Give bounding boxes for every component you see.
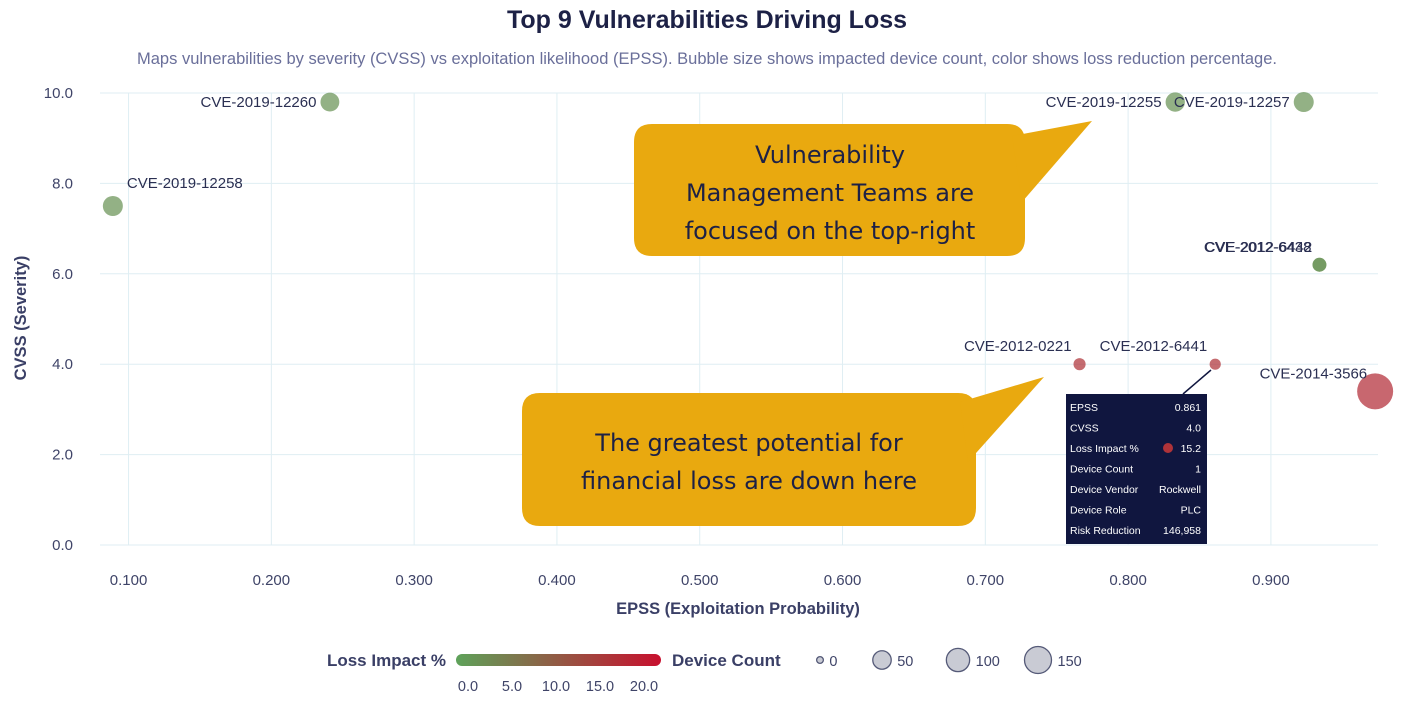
data-point xyxy=(1312,257,1327,272)
point-label: CVE-2019-12260 xyxy=(201,94,317,111)
y-tick-label: 0.0 xyxy=(52,537,73,554)
callout-top: Vulnerability Management Teams are focus… xyxy=(634,121,1092,256)
callout-bottom-line-1: The greatest potential for xyxy=(594,429,903,457)
data-point xyxy=(320,92,340,112)
data-point xyxy=(1209,358,1221,370)
x-axis-title: EPSS (Exploitation Probability) xyxy=(616,600,860,618)
tooltip-color-swatch xyxy=(1163,443,1173,453)
legend: Loss Impact % 0.0 5.0 10.0 15.0 20.0 Device … xyxy=(327,645,1082,695)
data-point xyxy=(1165,92,1185,112)
size-legend-bubble xyxy=(945,647,971,673)
x-tick-label: 0.300 xyxy=(395,572,433,589)
tooltip: EPSS 0.861 CVSS 4.0 Loss Impact % 15.2 Device … xyxy=(1066,369,1212,544)
color-legend-tick: 20.0 xyxy=(630,679,658,695)
color-legend-tick: 15.0 xyxy=(586,679,614,695)
tooltip-key: Device Count xyxy=(1070,464,1133,476)
size-legend-label: 0 xyxy=(829,654,837,670)
data-point xyxy=(102,195,123,217)
callout-top-line-3: focused on the top-right xyxy=(685,217,976,245)
point-label: CVE-2012-6442 xyxy=(1205,239,1313,256)
point-label: CVE-2014-3566 xyxy=(1260,365,1368,382)
x-tick-label: 0.700 xyxy=(967,572,1005,589)
x-tick-label: 0.200 xyxy=(253,572,291,589)
chart-title: Top 9 Vulnerabilities Driving Loss xyxy=(506,6,908,34)
size-legend-label: 50 xyxy=(897,654,913,670)
size-legend-bubble xyxy=(1023,645,1053,675)
size-legend-label: 100 xyxy=(976,654,1000,670)
tooltip-key: Loss Impact % xyxy=(1070,443,1139,455)
point-label: CVE-2012-0221 xyxy=(964,338,1072,355)
callout-top-line-1: Vulnerability xyxy=(755,141,905,169)
tooltip-value: 4.0 xyxy=(1186,423,1201,435)
point-labels: CVE-2019-12260 CVE-2019-12258 CVE-2019-122… xyxy=(127,94,1367,382)
color-legend-tick: 10.0 xyxy=(542,679,570,695)
tooltip-key: EPSS xyxy=(1070,402,1098,414)
color-legend-bar xyxy=(456,654,661,666)
axis-ticks: 0.100 0.200 0.300 0.400 0.500 0.600 0.700 0.800… xyxy=(44,85,1290,589)
callout-bottom: The greatest potential for financial los… xyxy=(522,377,1044,526)
size-legend-bubble xyxy=(815,655,825,665)
x-tick-label: 0.500 xyxy=(681,572,719,589)
color-legend-title: Loss Impact % xyxy=(327,651,446,670)
tooltip-value: Rockwell xyxy=(1159,484,1201,496)
y-tick-label: 8.0 xyxy=(52,175,73,192)
tooltip-value: 15.2 xyxy=(1181,443,1202,455)
size-legend-label: 150 xyxy=(1058,654,1082,670)
y-tick-label: 2.0 xyxy=(52,447,73,464)
color-legend-tick: 5.0 xyxy=(502,679,522,695)
point-label: CVE-2012-6438 xyxy=(1204,239,1312,256)
data-point xyxy=(1073,358,1086,371)
data-point xyxy=(1293,92,1314,113)
data-point xyxy=(1357,373,1394,410)
callout-bottom-line-2: financial loss are down here xyxy=(581,467,917,495)
point-label: CVE-2019-12257 xyxy=(1174,94,1290,111)
tooltip-key: Risk Reduction xyxy=(1070,525,1141,537)
data-points xyxy=(102,92,1394,410)
tooltip-value: 0.861 xyxy=(1175,402,1201,414)
point-label: CVE-2019-12255 xyxy=(1046,94,1162,111)
chart-subtitle: Maps vulnerabilities by severity (CVSS) … xyxy=(137,50,1277,68)
size-legend-bubble xyxy=(872,650,892,670)
tooltip-key: CVSS xyxy=(1070,423,1099,435)
x-tick-label: 0.800 xyxy=(1109,572,1147,589)
tooltip-value: 146,958 xyxy=(1163,525,1201,537)
x-tick-label: 0.400 xyxy=(538,572,576,589)
y-tick-label: 10.0 xyxy=(44,85,73,102)
y-tick-label: 4.0 xyxy=(52,356,73,373)
point-label: CVE-2012-6441 xyxy=(1100,338,1208,355)
tooltip-value: 1 xyxy=(1195,464,1201,476)
tooltip-key: Device Vendor xyxy=(1070,484,1139,496)
color-legend-tick: 0.0 xyxy=(458,679,478,695)
x-tick-label: 0.100 xyxy=(110,572,148,589)
tooltip-value: PLC xyxy=(1181,505,1202,517)
size-legend-title: Device Count xyxy=(672,651,781,670)
x-tick-label: 0.900 xyxy=(1252,572,1290,589)
x-tick-label: 0.600 xyxy=(824,572,862,589)
callout-top-line-2: Management Teams are xyxy=(686,179,974,207)
y-axis-title: CVSS (Severity) xyxy=(12,256,30,381)
point-label: CVE-2019-12258 xyxy=(127,175,243,192)
tooltip-key: Device Role xyxy=(1070,505,1127,517)
y-tick-label: 6.0 xyxy=(52,266,73,283)
